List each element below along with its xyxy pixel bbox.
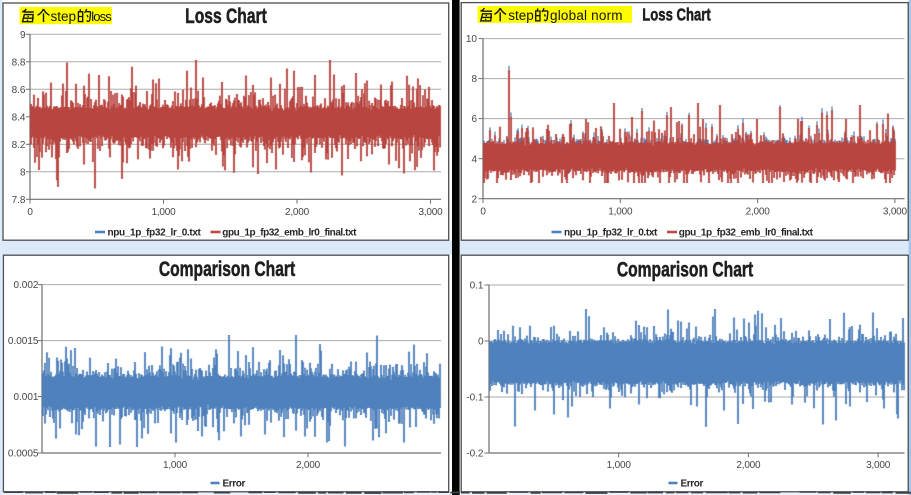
svg-text:8.8: 8.8 xyxy=(12,57,26,68)
svg-text:0.1: 0.1 xyxy=(470,281,484,292)
svg-text:npu_1p_fp32_lr_0.txt: npu_1p_fp32_lr_0.txt xyxy=(564,228,658,239)
svg-text:Comparison Chart: Comparison Chart xyxy=(617,257,753,281)
svg-text:9: 9 xyxy=(20,30,26,41)
svg-text:0: 0 xyxy=(480,206,486,217)
svg-text:0.0015: 0.0015 xyxy=(8,336,39,347)
svg-text:8.6: 8.6 xyxy=(12,85,26,96)
svg-text:3,000: 3,000 xyxy=(883,206,908,217)
svg-text:2,000: 2,000 xyxy=(746,206,771,217)
svg-text:2,000: 2,000 xyxy=(736,460,761,471)
svg-text:2,000: 2,000 xyxy=(285,207,310,218)
svg-text:-0.2: -0.2 xyxy=(466,449,484,460)
svg-text:Loss Chart: Loss Chart xyxy=(185,4,267,28)
svg-text:Error: Error xyxy=(223,479,246,490)
svg-text:0.0005: 0.0005 xyxy=(8,449,39,460)
svg-text:3,000: 3,000 xyxy=(418,207,443,218)
svg-text:1,000: 1,000 xyxy=(163,460,188,471)
svg-text:8: 8 xyxy=(20,167,26,178)
svg-text:-0.1: -0.1 xyxy=(466,393,484,404)
svg-text:0: 0 xyxy=(27,207,33,218)
svg-text:1,000: 1,000 xyxy=(151,207,176,218)
svg-text:gpu_1p_fp32_emb_lr0_final.txt: gpu_1p_fp32_emb_lr0_final.txt xyxy=(222,228,357,239)
svg-text:step: step xyxy=(508,8,534,23)
svg-text:8.2: 8.2 xyxy=(12,140,26,151)
svg-text:2,000: 2,000 xyxy=(296,460,321,471)
svg-text:loss: loss xyxy=(91,9,112,24)
svg-text:Error: Error xyxy=(681,479,704,490)
svg-text:0.002: 0.002 xyxy=(13,280,38,291)
svg-text:gpu_1p_fp32_emb_lr0_final.txt: gpu_1p_fp32_emb_lr0_final.txt xyxy=(679,228,814,239)
svg-text:3,000: 3,000 xyxy=(866,460,891,471)
svg-text:1,000: 1,000 xyxy=(607,460,632,471)
svg-text:step: step xyxy=(51,9,77,24)
svg-text:0: 0 xyxy=(478,337,484,348)
svg-text:8: 8 xyxy=(471,74,477,85)
svg-text:npu_1p_fp32_lr_0.txt: npu_1p_fp32_lr_0.txt xyxy=(108,228,202,239)
svg-text:4: 4 xyxy=(471,154,477,165)
svg-text:8.4: 8.4 xyxy=(12,112,26,123)
svg-text:6: 6 xyxy=(471,114,477,125)
svg-text:Comparison Chart: Comparison Chart xyxy=(159,257,295,281)
svg-text:7.8: 7.8 xyxy=(12,195,26,206)
svg-text:2: 2 xyxy=(471,194,477,205)
svg-text:global norm: global norm xyxy=(550,8,623,23)
svg-text:Loss Chart: Loss Chart xyxy=(642,6,710,25)
svg-text:0.001: 0.001 xyxy=(13,392,38,403)
svg-text:10: 10 xyxy=(466,34,478,45)
svg-text:1,000: 1,000 xyxy=(608,206,633,217)
